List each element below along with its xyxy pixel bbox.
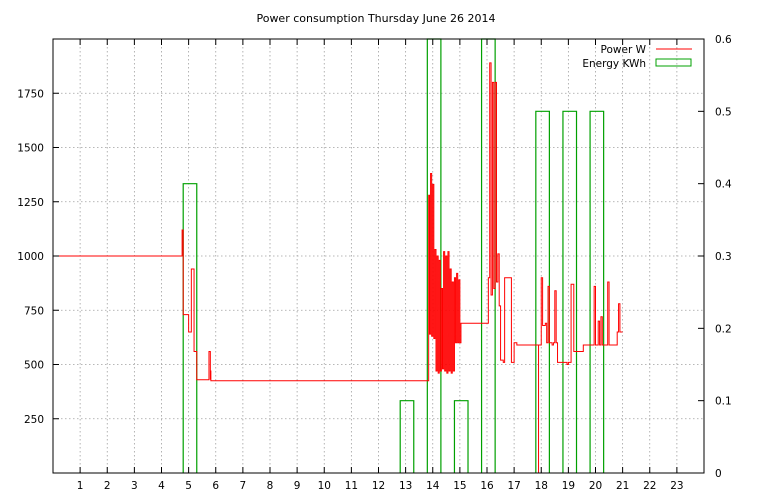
x-tick-label: 5	[185, 480, 192, 492]
x-tick-label: 19	[562, 480, 575, 492]
x-tick-label: 20	[589, 480, 602, 492]
energy-bar	[589, 110, 605, 473]
legend: Power W Energy KWh	[582, 44, 692, 70]
x-tick-label: 22	[643, 480, 656, 492]
y-left-tick-label: 500	[24, 360, 44, 372]
energy-bar	[182, 183, 198, 473]
x-axis-labels: 1 2 3 4 5 6 7 8 9 10 11 12 13 14 15 16 17 18 19 20 21 22 23	[77, 480, 684, 492]
y-right-axis-labels: 0 0.1 0.2 0.3 0.4 0.5 0.6	[715, 34, 732, 480]
x-tick-label: 8	[267, 480, 274, 492]
y-right-tick-label: 0.1	[715, 396, 732, 408]
legend-label-power: Power W	[601, 44, 647, 56]
y-left-tick-label: 1500	[17, 143, 44, 155]
legend-label-energy: Energy KWh	[582, 58, 646, 70]
y-right-tick-label: 0.5	[715, 106, 732, 118]
x-tick-label: 18	[535, 480, 548, 492]
y-right-tick-label: 0	[715, 468, 722, 480]
y-right-tick-label: 0.6	[715, 34, 732, 46]
y-right-tick-label: 0.3	[715, 251, 732, 263]
energy-bar	[453, 400, 469, 473]
y-left-axis-labels: 250 500 750 1000 1250 1500 1750	[17, 88, 44, 426]
x-tick-label: 9	[294, 480, 301, 492]
x-tick-label: 17	[507, 480, 520, 492]
x-tick-label: 11	[345, 480, 358, 492]
x-tick-label: 1	[77, 480, 84, 492]
x-tick-label: 14	[426, 480, 440, 492]
energy-bar	[399, 400, 415, 473]
y-left-tick-label: 1750	[17, 88, 44, 100]
x-tick-label: 3	[131, 480, 138, 492]
axis-ticks	[53, 38, 704, 474]
power-line	[53, 62, 623, 382]
y-left-tick-label: 1000	[17, 251, 44, 263]
legend-swatch-energy	[655, 58, 692, 67]
x-tick-label: 10	[318, 480, 331, 492]
chart-title: Power consumption Thursday June 26 2014	[256, 12, 495, 25]
x-tick-label: 6	[212, 480, 219, 492]
x-tick-label: 23	[670, 480, 683, 492]
x-tick-label: 7	[240, 480, 247, 492]
y-left-tick-label: 1250	[17, 197, 44, 209]
x-tick-label: 4	[158, 480, 165, 492]
y-left-tick-label: 750	[24, 305, 44, 317]
y-right-tick-label: 0.4	[715, 179, 732, 191]
x-tick-label: 21	[616, 480, 629, 492]
x-tick-label: 12	[372, 480, 385, 492]
x-tick-label: 15	[453, 480, 466, 492]
power-series	[53, 62, 623, 473]
energy-bar	[562, 110, 578, 473]
x-tick-label: 2	[104, 480, 111, 492]
x-tick-label: 13	[399, 480, 412, 492]
x-tick-label: 16	[480, 480, 494, 492]
y-left-tick-label: 250	[24, 414, 44, 426]
y-right-tick-label: 0.2	[715, 323, 732, 335]
